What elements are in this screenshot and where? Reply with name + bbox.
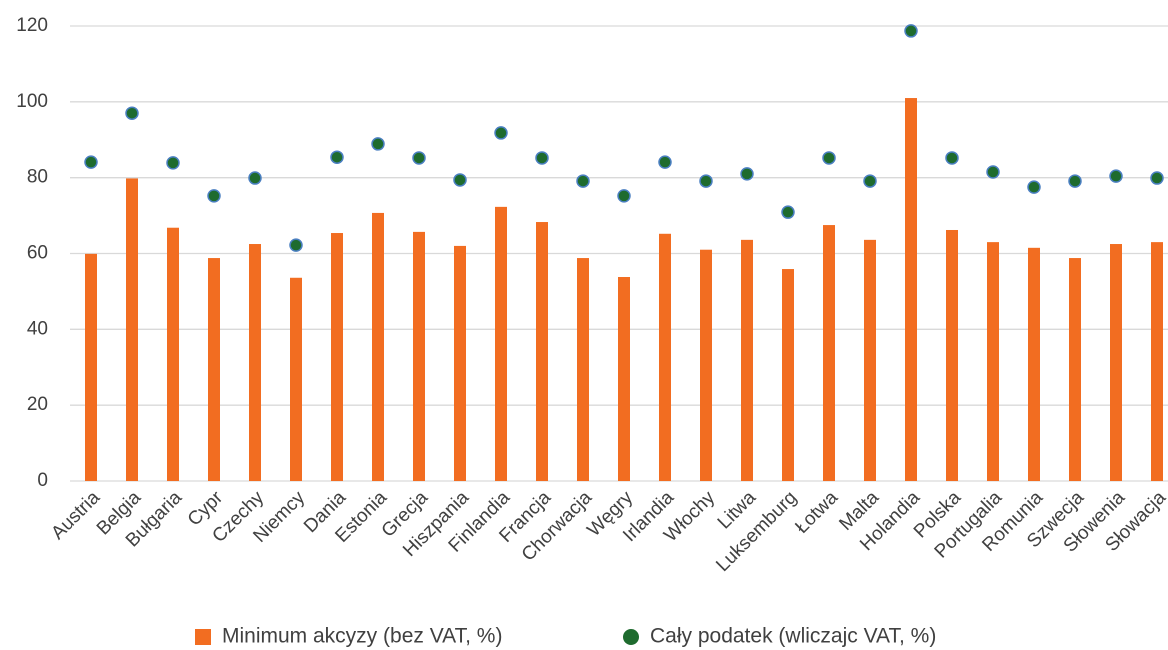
dot	[699, 174, 713, 188]
dot	[1027, 180, 1041, 194]
bar	[208, 258, 220, 481]
y-tick-label: 40	[27, 318, 48, 339]
bar	[372, 212, 384, 481]
bar	[413, 231, 425, 481]
dot	[84, 155, 98, 169]
legend-label: Cały podatek (wliczajc VAT, %)	[650, 625, 936, 648]
bar	[782, 269, 794, 481]
bar	[700, 249, 712, 481]
bar	[987, 242, 999, 481]
bar	[1151, 242, 1163, 481]
bar	[249, 244, 261, 481]
dot	[1109, 169, 1123, 183]
bar	[331, 233, 343, 481]
dot	[576, 174, 590, 188]
y-tick-label: 120	[16, 15, 48, 36]
legend-label: Minimum akcyzy (bez VAT, %)	[222, 625, 502, 648]
bar	[1110, 244, 1122, 481]
bar	[946, 229, 958, 481]
y-tick-label: 60	[27, 243, 48, 264]
dot	[289, 238, 303, 252]
bar	[126, 178, 138, 482]
bar	[85, 253, 97, 481]
x-tick-label: Austria	[47, 487, 104, 544]
dot	[863, 174, 877, 188]
bar	[167, 227, 179, 481]
dot	[248, 171, 262, 185]
dot	[207, 189, 221, 203]
dot	[781, 205, 795, 219]
x-tick-label: Łotwa	[791, 487, 842, 538]
y-tick-label: 0	[37, 470, 48, 491]
bar	[1028, 247, 1040, 481]
dot	[1150, 171, 1164, 185]
dot	[412, 151, 426, 165]
dot	[1068, 174, 1082, 188]
bar	[454, 245, 466, 481]
bar	[741, 239, 753, 481]
y-tick-label: 100	[16, 91, 48, 112]
dot	[945, 151, 959, 165]
dot	[330, 150, 344, 164]
dot	[453, 173, 467, 187]
bar	[1069, 258, 1081, 481]
bar	[905, 98, 917, 482]
bar	[495, 206, 507, 482]
legend-swatch	[195, 629, 211, 645]
dot	[494, 126, 508, 140]
bar	[864, 239, 876, 481]
dot	[740, 167, 754, 181]
legend-swatch	[623, 629, 639, 645]
bar	[659, 233, 671, 481]
bar	[290, 277, 302, 481]
dot	[371, 137, 385, 151]
bar	[536, 222, 548, 481]
y-tick-label: 80	[27, 167, 48, 188]
dot	[535, 151, 549, 165]
bar	[577, 258, 589, 481]
dot	[617, 189, 631, 203]
bar	[823, 225, 835, 481]
dot	[986, 165, 1000, 179]
bar	[618, 277, 630, 481]
dot	[658, 155, 672, 169]
y-tick-label: 20	[27, 394, 48, 415]
dot	[822, 151, 836, 165]
dot	[125, 106, 139, 120]
dot	[166, 156, 180, 170]
dot	[904, 24, 918, 38]
